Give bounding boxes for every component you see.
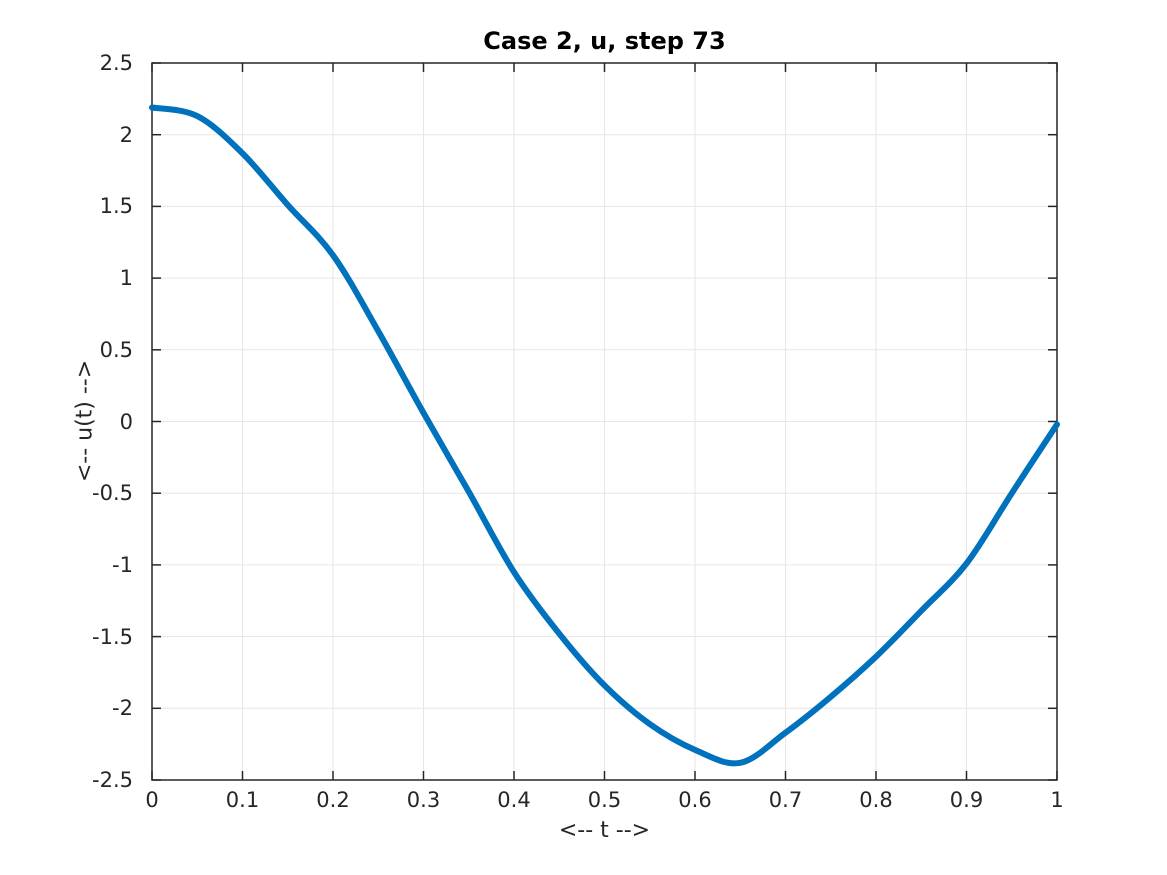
y-axis-label: <-- u(t) -->	[72, 359, 98, 483]
y-tick-label: -0.5	[92, 481, 133, 506]
x-tick-label: 0.3	[406, 788, 441, 812]
y-tick-label: 2	[119, 122, 133, 147]
x-tick-label: 0.1	[225, 788, 260, 812]
x-tick-label: 0.4	[497, 788, 531, 812]
y-tick-label: 1.5	[99, 194, 133, 219]
y-tick-label: -1	[112, 552, 133, 577]
gridlines	[152, 63, 1057, 780]
x-tick-label: 0.5	[587, 788, 622, 812]
x-tick-label: 0	[145, 788, 159, 812]
curve-u-line	[149, 104, 1060, 767]
y-tick-label: -2	[112, 696, 133, 721]
y-tick-label: 1	[119, 266, 133, 291]
y-tick-label: 2.5	[99, 51, 133, 75]
x-tick-label: 0.9	[949, 788, 984, 812]
x-axis-label: <-- t -->	[558, 818, 651, 843]
y-tick-label: -2.5	[92, 768, 133, 792]
x-tick-label: 0.7	[768, 788, 803, 812]
x-tick-label: 1	[1050, 788, 1064, 812]
y-tick-label: -1.5	[92, 624, 133, 649]
y-tick-label: 0.5	[99, 337, 133, 362]
x-tick-label: 0.6	[678, 788, 712, 812]
chart-title: Case 2, u, step 73	[483, 27, 726, 55]
y-tick-label: 0	[119, 409, 133, 434]
x-tick-label: 0.2	[316, 788, 350, 812]
x-tick-label: 0.8	[859, 788, 893, 812]
